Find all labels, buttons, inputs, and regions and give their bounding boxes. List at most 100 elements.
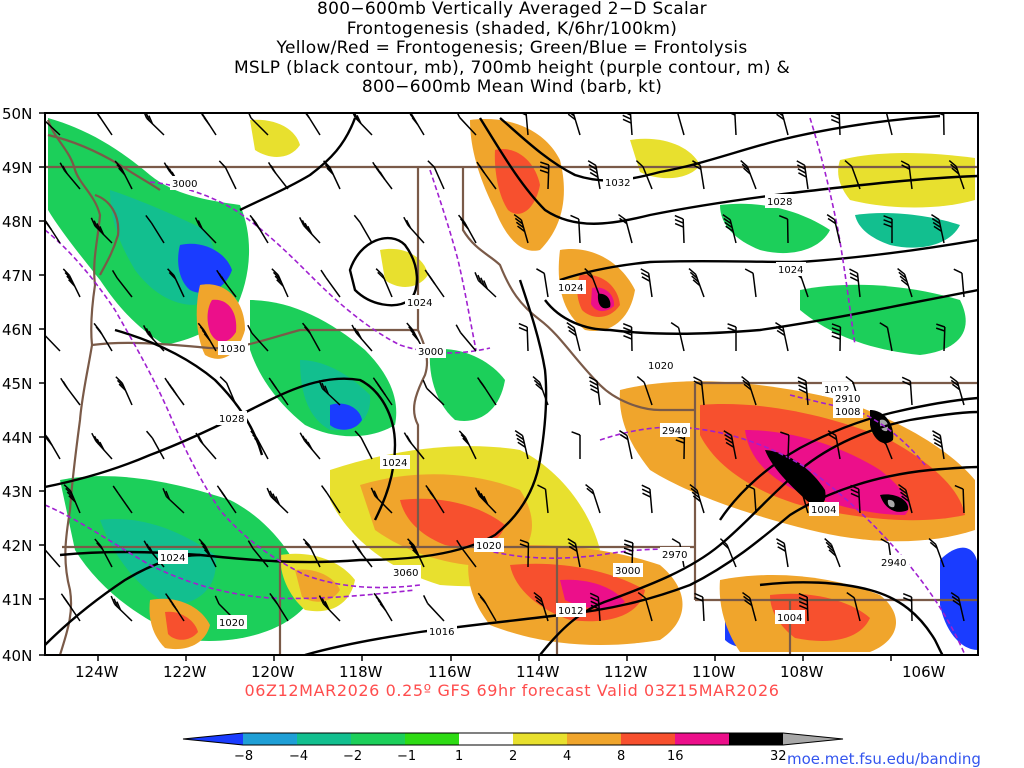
wind-barb [742, 591, 757, 622]
wind-barb [536, 268, 549, 298]
mslp-label-1024-a: 1024 [778, 265, 803, 276]
wind-barb [519, 539, 530, 568]
wind-barb [518, 322, 529, 352]
shade-frontogenesis-wyoming-black [765, 450, 826, 506]
wind-barb [776, 538, 789, 568]
source-credit-link[interactable]: moe.met.fsu.edu/banding [787, 750, 981, 768]
mslp-label-1028: 1028 [767, 197, 792, 208]
shade-frontolysis-ne [855, 213, 960, 248]
wind-barb [584, 268, 601, 298]
lat-label-40n: 40N [2, 647, 32, 665]
height-label-3000-b: 3000 [418, 347, 443, 358]
wind-barb [797, 376, 809, 406]
wind-barb [514, 429, 529, 460]
wind-barb [533, 591, 549, 622]
wind-barb [216, 485, 237, 514]
mslp-1024-east [559, 238, 978, 282]
mslp-label-1004-b: 1004 [777, 613, 802, 624]
map-frame [44, 112, 979, 656]
wind-barb [353, 214, 373, 244]
lat-label-42n: 42N [2, 537, 32, 555]
wind-barb [267, 162, 289, 190]
wind-barb [622, 113, 633, 136]
wind-barb [318, 380, 341, 406]
wind-barb [62, 268, 81, 298]
title-line-5: 800−600mb Mean Wind (barb, kt) [361, 77, 663, 97]
colorbar-label-neg1: −1 [397, 749, 416, 764]
height-label-3000-c: 3000 [615, 566, 640, 577]
wind-barb [219, 376, 237, 406]
wind-barb [455, 324, 477, 352]
wind-barb [902, 592, 913, 622]
mslp-label-1028: 1028 [219, 414, 244, 425]
washington-oregon-border [91, 328, 418, 350]
lat-label-44n: 44N [2, 429, 32, 447]
wind-barb [826, 213, 841, 244]
colorbar-arrow-right [783, 733, 843, 745]
wind-barb [110, 595, 133, 622]
wind-barb [197, 322, 217, 352]
wind-barb [323, 160, 341, 190]
colorbar-label-4: 4 [563, 749, 571, 764]
wind-barb [474, 272, 497, 298]
wind-barb [216, 269, 237, 298]
wind-barb [780, 431, 790, 460]
wind-barb [403, 432, 425, 460]
colorbar-swatch-6 [513, 733, 567, 745]
lat-label-43n: 43N [2, 483, 32, 501]
wind-barb [299, 432, 321, 460]
mslp-1024-ring [348, 236, 419, 307]
wind-barb [142, 325, 165, 352]
wind-barb [114, 160, 133, 190]
wind-barb [425, 485, 445, 514]
height-label-2940-a: 2940 [662, 426, 687, 437]
contour-labels: 1032 1028 1024 1024 1024 1024 1020 1012 … [158, 175, 909, 638]
lon-label-116w: 116W [428, 663, 472, 681]
wind-barb [928, 538, 945, 568]
mslp-label-1004-a: 1004 [811, 505, 836, 516]
pacific-coastline [46, 119, 102, 656]
lat-label-50n: 50N [2, 105, 32, 123]
latitude-axis: 50N 49N 48N 47N 46N 45N 44N 43N 42N 41N … [2, 105, 45, 665]
wind-barb [875, 430, 893, 460]
wind-barb [302, 538, 321, 568]
wind-barb [585, 483, 601, 514]
wind-barb [537, 484, 549, 514]
height-label-2940-b: 2940 [881, 558, 906, 569]
wind-barb [901, 376, 913, 406]
wind-barb [798, 592, 809, 622]
wind-barb [897, 267, 913, 298]
wind-barb [587, 160, 601, 190]
wind-barb [846, 591, 861, 622]
wind-barb [722, 213, 737, 244]
wind-barb [476, 161, 497, 190]
lon-label-112w: 112W [604, 663, 648, 681]
wind-barb [271, 268, 289, 298]
idaho-montana-border [461, 167, 695, 412]
wind-barb [351, 324, 373, 352]
height-3060 [45, 504, 416, 600]
colorbar-label-8: 8 [617, 749, 625, 764]
wind-barb [723, 430, 737, 460]
wind-barb [373, 592, 393, 622]
shade-frontogenesis-idaho-black [597, 293, 611, 309]
wind-barb [589, 592, 601, 622]
wind-barb [354, 430, 373, 460]
wind-barb [320, 269, 341, 298]
wind-barb [457, 214, 477, 244]
colorbar-label-neg2: −2 [343, 749, 362, 764]
wind-barb [63, 484, 81, 514]
wind-barb [59, 162, 81, 190]
wind-barb [195, 432, 217, 460]
shade-frontolysis-mt [800, 284, 966, 355]
colorbar-swatch-1 [243, 733, 297, 745]
mslp-1024-west [45, 377, 397, 521]
mslp-label-1012-a: 1012 [824, 385, 849, 396]
wind-barb [60, 593, 81, 622]
shade-frontogenesis-ca-red [165, 611, 198, 640]
wind-barb [145, 215, 165, 244]
mslp-label-1024-c: 1024 [407, 298, 432, 309]
wind-barb [778, 214, 789, 244]
wind-barb [898, 483, 913, 514]
wind-barb [194, 217, 217, 244]
